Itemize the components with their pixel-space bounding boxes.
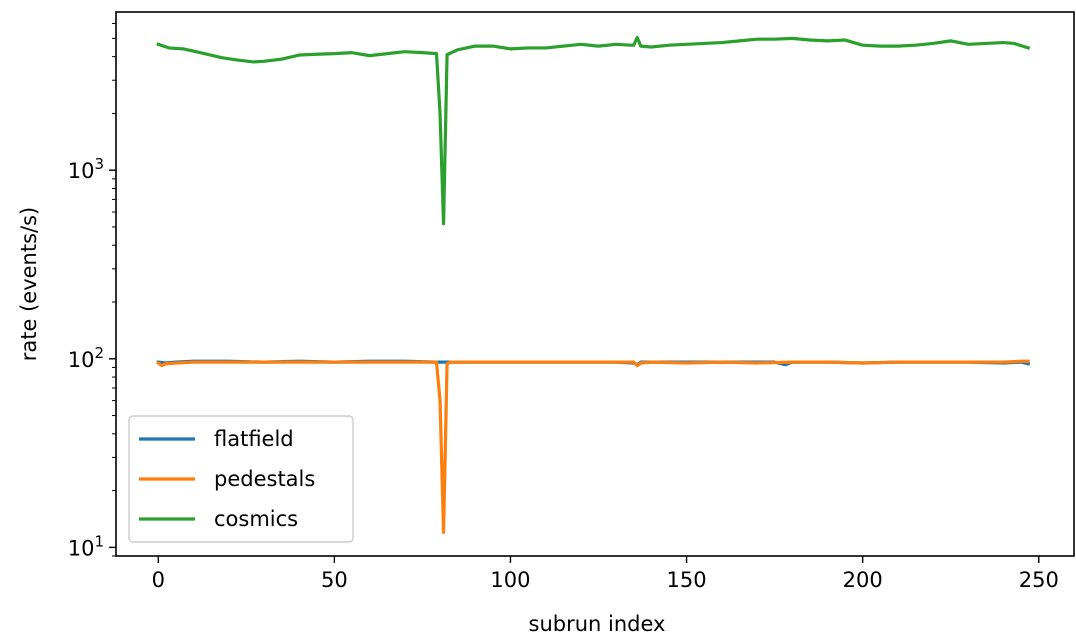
legend-label-pedestals: pedestals	[214, 467, 315, 491]
series-layer	[156, 35, 1031, 535]
x-axis-ticks: 0 50 100 150 200 250	[152, 556, 1059, 592]
x-tick-label: 200	[843, 568, 883, 592]
plot-frame	[115, 11, 1075, 557]
series-line-pedestals	[156, 359, 1030, 535]
x-tick-label: 0	[152, 568, 165, 592]
x-axis-label: subrun index	[529, 612, 666, 636]
x-tick-label: 100	[490, 568, 530, 592]
y-axis-ticks: 101 102 103	[68, 22, 116, 560]
x-tick-label: 250	[1019, 568, 1059, 592]
x-tick-label: 50	[321, 568, 348, 592]
x-tick-label: 150	[667, 568, 707, 592]
y-tick-label: 101	[68, 532, 104, 560]
legend-label-flatfield: flatfield	[214, 427, 294, 451]
legend-label-cosmics: cosmics	[214, 507, 298, 531]
y-tick-label: 102	[68, 344, 104, 372]
series-line-cosmics	[156, 35, 1031, 226]
legend-box	[128, 415, 354, 543]
legend: flatfield pedestals cosmics	[128, 415, 354, 543]
y-tick-label: 103	[68, 155, 104, 183]
y-axis-label: rate (events/s)	[17, 207, 41, 362]
